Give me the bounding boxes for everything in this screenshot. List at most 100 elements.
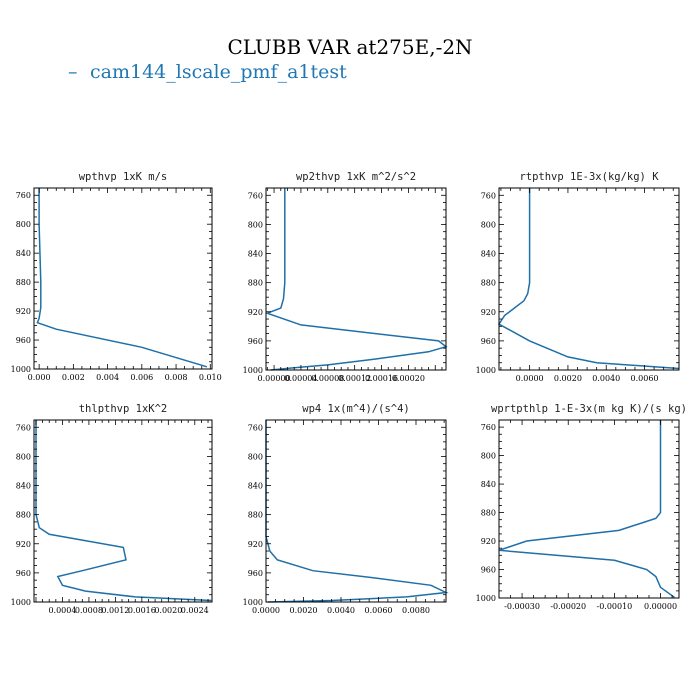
y-tick-label: 920 <box>481 537 496 546</box>
y-tick-label: 800 <box>481 220 496 229</box>
y-tick-label: 800 <box>16 220 31 229</box>
x-tick-label: 0.000 <box>28 373 51 382</box>
y-tick-label: 960 <box>248 337 263 346</box>
plot-frame <box>265 419 447 603</box>
series-line <box>265 188 448 371</box>
panel-1: wpthvp 1xK m/s76080084088092096010000.00… <box>11 171 222 382</box>
x-tick-label: 0.0020 <box>554 374 582 383</box>
y-tick-label: 800 <box>481 452 496 461</box>
panel-title: wp2thvp 1xK m^2/s^2 <box>296 171 416 183</box>
plot-frame <box>498 419 680 599</box>
figure-title: CLUBB VAR at275E,-2N <box>227 35 472 59</box>
x-tick-label: 0.0060 <box>631 374 659 383</box>
x-tick-label: -0.00010 <box>596 602 632 611</box>
y-tick-label: 960 <box>248 569 263 578</box>
plot-frame <box>498 187 680 371</box>
x-tick-label: 0.0000 <box>516 374 544 383</box>
panel-6: wprtpthlp 1-E-3x(m kg K)/(s kg) 760 800 840… <box>476 403 687 611</box>
series-line <box>36 188 208 368</box>
y-tick-label: 880 <box>248 511 263 520</box>
legend-dash: – <box>68 61 78 83</box>
y-tick-label: 840 <box>248 482 263 491</box>
x-tick-label: 0.0080 <box>402 606 430 615</box>
x-tick-label: 0.0040 <box>327 606 355 615</box>
y-tick-label: 840 <box>248 250 263 259</box>
y-tick-label: 840 <box>481 480 496 489</box>
y-tick-label: 1000 <box>476 594 496 603</box>
series-line <box>498 420 675 598</box>
x-tick-label: 0.008 <box>165 373 188 382</box>
y-tick-label: 760 <box>481 423 496 432</box>
y-tick-label: 1000 <box>11 598 31 607</box>
x-tick-label: 0.00000 <box>258 374 291 383</box>
x-tick-label: 0.0024 <box>181 606 209 615</box>
y-tick-label: 760 <box>248 191 263 200</box>
y-tick-label: 760 <box>481 191 496 200</box>
panel-title: wprtpthlp 1-E-3x(m kg K)/(s kg) <box>491 403 687 415</box>
panel-title: thlpthvp 1xK^2 <box>79 403 168 415</box>
y-tick-label: 920 <box>16 540 31 549</box>
y-tick-label: 760 <box>16 423 31 432</box>
x-tick-label: 0.0016 <box>128 606 156 615</box>
x-tick-label: 0.006 <box>130 373 153 382</box>
y-tick-label: 920 <box>248 308 263 317</box>
panel-2: wp2thvp 1xK m^2/s^2 760 800 840 880 920 960 100… <box>243 171 448 383</box>
y-tick-label: 1000 <box>243 366 263 375</box>
plot-frame <box>33 419 213 603</box>
y-tick-label: 840 <box>481 250 496 259</box>
x-tick-label: 0.0004 <box>48 606 76 615</box>
x-tick-label: 0.00020 <box>392 374 425 383</box>
y-tick-label: 920 <box>481 308 496 317</box>
plot-frame <box>33 187 213 370</box>
y-tick-label: 880 <box>16 511 31 520</box>
x-tick-label: 0.00012 <box>338 374 371 383</box>
x-tick-label: 0.0060 <box>365 606 393 615</box>
panels: wpthvp 1xK m/s76080084088092096010000.00… <box>11 171 687 615</box>
y-tick-label: 840 <box>16 482 31 491</box>
series-line <box>265 420 449 603</box>
legend: – cam144_lscale_pmf_a1test <box>68 61 347 83</box>
x-tick-label: 0.00000 <box>644 602 677 611</box>
y-tick-label: 800 <box>248 220 263 229</box>
y-tick-label: 920 <box>16 307 31 316</box>
y-tick-label: 960 <box>16 336 31 345</box>
x-tick-label: 0.0012 <box>101 606 129 615</box>
x-tick-label: 0.004 <box>96 373 119 382</box>
x-tick-label: 0.0020 <box>290 606 318 615</box>
y-tick-label: 880 <box>16 278 31 287</box>
x-tick-label: 0.0000 <box>252 606 280 615</box>
panel-5: wp4 1x(m^4)/(s^4)76080084088092096010000… <box>243 403 449 615</box>
y-tick-label: 800 <box>248 452 263 461</box>
y-tick-label: 960 <box>481 337 496 346</box>
y-tick-label: 1000 <box>476 366 496 375</box>
plot-frame <box>265 187 447 371</box>
panel-title: wpthvp 1xK m/s <box>79 171 168 183</box>
y-tick-label: 840 <box>16 249 31 258</box>
series-line <box>497 188 680 370</box>
panel-title: rtpthvp 1E-3x(kg/kg) K <box>519 171 659 183</box>
y-tick-label: 1000 <box>243 598 263 607</box>
y-tick-label: 880 <box>481 279 496 288</box>
legend-label: cam144_lscale_pmf_a1test <box>90 61 347 83</box>
panel-4: thlpthvp 1xK^2 760 800 840 880 920 960 1000 0.00… <box>11 403 213 615</box>
y-tick-label: 960 <box>16 569 31 578</box>
y-tick-label: 760 <box>16 191 31 200</box>
y-tick-label: 760 <box>248 423 263 432</box>
x-tick-label: 0.00008 <box>311 374 344 383</box>
x-tick-label: 0.0008 <box>75 606 103 615</box>
y-tick-label: 960 <box>481 566 496 575</box>
series-line <box>35 420 212 602</box>
x-tick-label: -0.00020 <box>550 602 586 611</box>
x-tick-label: 0.0020 <box>154 606 182 615</box>
y-tick-label: 1000 <box>11 365 31 374</box>
x-tick-label: 0.0040 <box>592 374 620 383</box>
panel-3: rtpthvp 1E-3x(kg/kg) K 760 800 840 880 920 960… <box>476 171 680 383</box>
y-tick-label: 920 <box>248 540 263 549</box>
x-tick-label: 0.00016 <box>365 374 398 383</box>
y-tick-label: 880 <box>248 279 263 288</box>
y-tick-label: 880 <box>481 509 496 518</box>
y-tick-label: 800 <box>16 452 31 461</box>
x-tick-label: -0.00030 <box>504 602 540 611</box>
x-tick-label: 0.002 <box>62 373 85 382</box>
